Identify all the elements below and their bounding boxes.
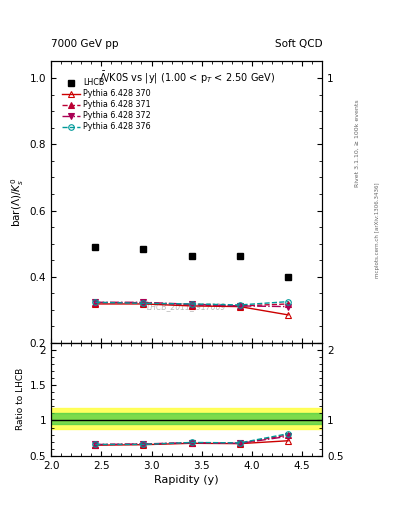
LHCB [189,253,194,259]
Text: Soft QCD: Soft QCD [275,38,322,49]
Pythia 6.428 372 [189,301,194,307]
Text: mcplots.cern.ch [arXiv:1306.3436]: mcplots.cern.ch [arXiv:1306.3436] [375,183,380,278]
Pythia 6.428 371 [189,302,194,308]
Pythia 6.428 370 [237,304,242,310]
LHCB [93,244,97,250]
Pythia 6.428 371 [93,300,97,306]
Line: Pythia 6.428 372: Pythia 6.428 372 [92,300,291,309]
Line: Pythia 6.428 376: Pythia 6.428 376 [92,299,291,308]
Pythia 6.428 371 [286,301,290,307]
Line: Pythia 6.428 370: Pythia 6.428 370 [92,301,291,317]
Legend: LHCB, Pythia 6.428 370, Pythia 6.428 371, Pythia 6.428 372, Pythia 6.428 376: LHCB, Pythia 6.428 370, Pythia 6.428 371… [61,77,152,133]
Pythia 6.428 372 [286,304,290,310]
Y-axis label: bar($\Lambda$)/$K^0_s$: bar($\Lambda$)/$K^0_s$ [9,178,26,227]
Bar [51,414,322,424]
Text: Rivet 3.1.10, ≥ 100k events: Rivet 3.1.10, ≥ 100k events [355,99,360,187]
Text: $\bar{\Lambda}$/K0S vs |y| (1.00 < p$_T$ < 2.50 GeV): $\bar{\Lambda}$/K0S vs |y| (1.00 < p$_T$… [99,70,275,86]
Pythia 6.428 376 [237,302,242,308]
Line: LHCB: LHCB [92,244,292,280]
Pythia 6.428 370 [286,312,290,318]
Pythia 6.428 371 [237,303,242,309]
Pythia 6.428 376 [141,300,146,306]
Pythia 6.428 376 [286,298,290,305]
Pythia 6.428 376 [93,299,97,305]
Pythia 6.428 370 [141,301,146,307]
X-axis label: Rapidity (y): Rapidity (y) [154,475,219,485]
Pythia 6.428 372 [237,303,242,309]
Pythia 6.428 372 [93,299,97,305]
Pythia 6.428 372 [141,299,146,305]
Text: 7000 GeV pp: 7000 GeV pp [51,38,119,49]
Bar [51,408,322,429]
LHCB [237,253,242,259]
Pythia 6.428 370 [189,303,194,309]
LHCB [141,246,146,252]
Line: Pythia 6.428 371: Pythia 6.428 371 [92,300,291,309]
Text: LHCB_2011_I917009: LHCB_2011_I917009 [147,302,226,311]
Y-axis label: Ratio to LHCB: Ratio to LHCB [17,368,26,431]
Pythia 6.428 371 [141,300,146,306]
LHCB [286,274,290,280]
Pythia 6.428 376 [189,301,194,307]
Pythia 6.428 370 [93,301,97,307]
